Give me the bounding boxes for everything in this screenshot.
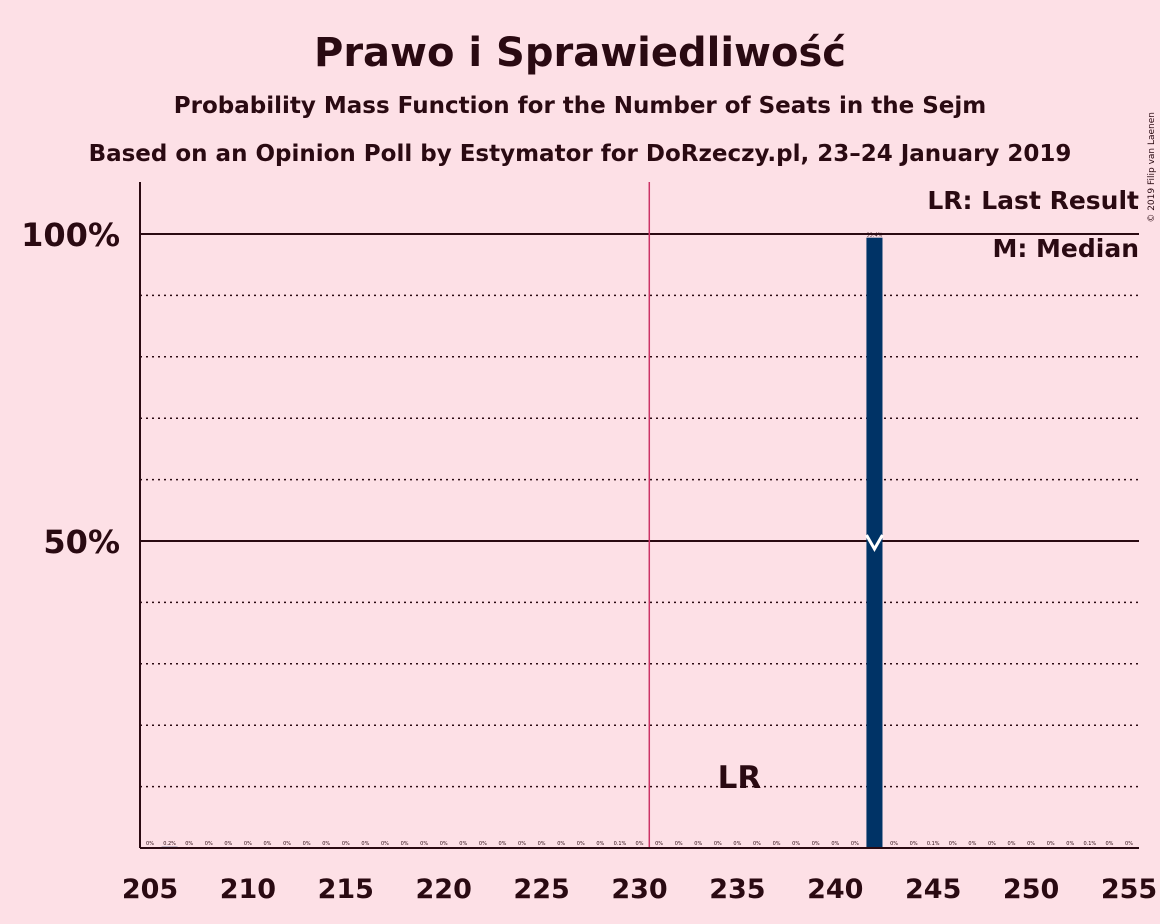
x-tick-label-225: 225 (513, 874, 569, 905)
y-tick-label-100: 100% (21, 216, 120, 254)
x-tick-label-245: 245 (905, 874, 961, 905)
data-label-221: 0% (459, 841, 467, 847)
data-label-206: 0.2% (163, 841, 176, 847)
data-labels: 0% 0.2% 0% 0% 0% 0% 0% 0% 0% 0% 0% 0% 0% 0% 0% 0% 0% 0% 0%… (146, 233, 1133, 847)
data-label-217: 0% (381, 841, 389, 847)
data-label-212: 0% (283, 841, 291, 847)
data-label-234: 0% (714, 841, 722, 847)
data-label-243: 0% (890, 841, 898, 847)
x-tick-label-240: 240 (807, 874, 863, 905)
legend-median: M: Median (992, 234, 1139, 263)
data-label-232: 0% (675, 841, 683, 847)
x-tick-label-250: 250 (1003, 874, 1059, 905)
x-tick-label-215: 215 (318, 874, 374, 905)
data-label-249: 0% (1008, 841, 1016, 847)
data-label-208: 0% (205, 841, 213, 847)
data-label-229: 0.1% (614, 841, 627, 847)
data-label-246: 0% (949, 841, 957, 847)
data-label-215: 0% (342, 841, 350, 847)
data-label-254: 0% (1105, 841, 1113, 847)
data-label-211: 0% (264, 841, 272, 847)
data-label-237: 0% (773, 841, 781, 847)
grid-lines (140, 233, 1139, 788)
data-label-255: 0% (1125, 841, 1133, 847)
data-label-207: 0% (185, 841, 193, 847)
data-label-205: 0% (146, 841, 154, 847)
data-label-219: 0% (420, 841, 428, 847)
data-label-235: 0% (733, 841, 741, 847)
data-label-223: 0% (498, 841, 506, 847)
bars (161, 182, 1098, 848)
chart-subtitle: Probability Mass Function for the Number… (174, 93, 986, 119)
bar-242 (866, 237, 883, 848)
axes (139, 182, 1139, 849)
x-tick-label-255: 255 (1101, 874, 1157, 905)
data-label-238: 0% (792, 841, 800, 847)
chart-title: Prawo i Sprawiedliwość (314, 30, 846, 76)
data-label-231: 0% (655, 841, 663, 847)
data-label-224: 0% (518, 841, 526, 847)
data-label-225: 0% (538, 841, 546, 847)
data-label-227: 0% (577, 841, 585, 847)
data-label-251: 0% (1047, 841, 1055, 847)
x-tick-label-230: 230 (611, 874, 667, 905)
data-label-220: 0% (440, 841, 448, 847)
data-label-216: 0% (361, 841, 369, 847)
last-result-label: LR (718, 760, 762, 796)
x-tick-label-235: 235 (709, 874, 765, 905)
data-label-247: 0% (968, 841, 976, 847)
chart-subtitle-poll: Based on an Opinion Poll by Estymator fo… (89, 141, 1072, 167)
x-tick-label-205: 205 (122, 874, 178, 905)
y-tick-label-50: 50% (43, 523, 120, 561)
data-label-228: 0% (596, 841, 604, 847)
x-tick-label-210: 210 (220, 874, 276, 905)
data-label-252: 0% (1066, 841, 1074, 847)
data-label-242: 99.4% (867, 233, 883, 239)
data-label-236: 0% (753, 841, 761, 847)
data-label-244: 0% (910, 841, 918, 847)
data-label-226: 0% (557, 841, 565, 847)
data-label-253: 0.1% (1083, 841, 1096, 847)
data-label-210: 0% (244, 841, 252, 847)
data-label-245: 0.1% (927, 841, 940, 847)
data-label-213: 0% (303, 841, 311, 847)
data-label-230: 0% (636, 841, 644, 847)
x-tick-labels: 205 210 215 220 225 230 235 240 245 250 255 (122, 874, 1157, 905)
data-label-239: 0% (812, 841, 820, 847)
copyright-notice: © 2019 Filip van Laenen (1147, 112, 1157, 223)
y-tick-labels: 50% 100% (21, 216, 120, 561)
legend-last-result: LR: Last Result (927, 186, 1139, 215)
data-label-241: 0% (851, 841, 859, 847)
data-label-233: 0% (694, 841, 702, 847)
x-tick-label-220: 220 (416, 874, 472, 905)
data-label-222: 0% (479, 841, 487, 847)
data-label-218: 0% (401, 841, 409, 847)
data-label-214: 0% (322, 841, 330, 847)
data-label-240: 0% (831, 841, 839, 847)
median-marker (865, 534, 884, 553)
data-label-250: 0% (1027, 841, 1035, 847)
data-label-248: 0% (988, 841, 996, 847)
data-label-209: 0% (224, 841, 232, 847)
